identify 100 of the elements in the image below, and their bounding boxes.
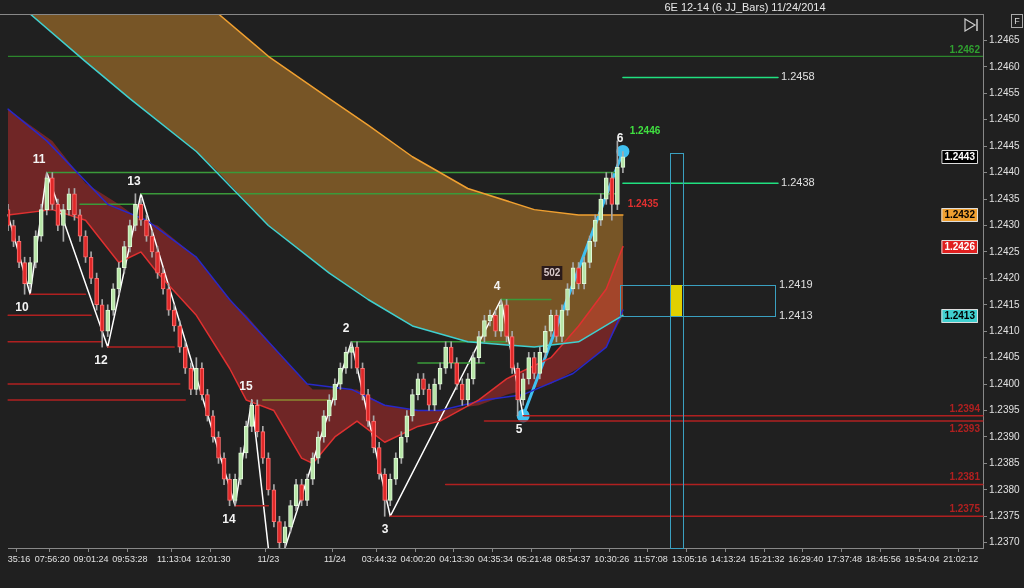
candlestick <box>349 341 354 369</box>
annotation: 13 <box>127 174 141 189</box>
candlestick <box>11 219 16 247</box>
data-label: 1.2381 <box>949 471 981 483</box>
y-tick-label: 1.2390 <box>989 430 1021 442</box>
x-tick-label: 09:01:24 <box>73 553 109 564</box>
candlestick <box>94 272 99 311</box>
y-tick-label: 1.2385 <box>989 457 1021 469</box>
candlestick <box>61 204 66 242</box>
candlestick <box>216 431 221 464</box>
y-tick-label: 1.2370 <box>989 536 1021 548</box>
data-label: 1.2458 <box>781 70 815 83</box>
x-tick-label: 04:35:34 <box>477 553 514 564</box>
candlestick <box>443 341 448 374</box>
candlestick <box>155 246 160 279</box>
x-tick-label: 21:02:12 <box>943 553 979 564</box>
candlestick <box>493 309 498 337</box>
candlestick <box>515 362 520 417</box>
x-tick-label: 18:45:56 <box>865 553 901 564</box>
x-tick-label: 04:00:20 <box>400 553 436 564</box>
y-tick-label: 1.2380 <box>989 483 1021 495</box>
candlestick <box>576 262 581 290</box>
y-tick-label: 1.2435 <box>989 192 1021 204</box>
candlestick <box>122 241 127 274</box>
annotation: 1.2419 <box>779 278 813 291</box>
candlestick <box>227 473 232 507</box>
annotation: 5 <box>515 422 523 437</box>
candlestick <box>398 431 404 464</box>
x-tick-label: 11/24 <box>323 553 346 564</box>
annotation: 1.2426 <box>944 240 976 252</box>
y-tick-label: 1.2420 <box>989 272 1021 284</box>
x-tick-label: 16:29:40 <box>788 553 824 564</box>
x-tick-label: 11:13:04 <box>157 553 192 564</box>
y-tick-label: 1.2440 <box>989 166 1021 178</box>
annotation: 3 <box>381 522 389 537</box>
candlestick <box>482 315 487 343</box>
annotation: 1.2446 <box>629 124 661 136</box>
candlestick <box>371 415 376 454</box>
candlestick <box>504 299 509 343</box>
x-tick-label: 08:54:37 <box>555 553 591 564</box>
annotation: 1.2413 <box>779 309 813 322</box>
x-tick-label: 12:01:30 <box>195 553 231 564</box>
candlestick <box>166 283 171 316</box>
annotation: 14 <box>222 512 236 527</box>
x-tick-label: 10:30:26 <box>594 553 630 564</box>
annotation: 1.2443 <box>944 150 976 162</box>
candlestick <box>471 352 476 385</box>
candlestick <box>299 478 304 507</box>
x-tick-label: 15:21:32 <box>749 553 785 564</box>
annotation: 6 <box>616 131 624 146</box>
y-tick-label: 1.2395 <box>989 404 1021 416</box>
x-tick-label: 07:56:20 <box>34 553 70 564</box>
annotation: 10 <box>15 300 29 315</box>
x-tick-label: 09:53:28 <box>112 553 148 564</box>
y-tick-label: 1.2460 <box>989 60 1021 72</box>
candlestick <box>205 389 210 422</box>
data-label: 1.2393 <box>949 422 981 434</box>
y-tick-label: 1.2400 <box>989 377 1021 389</box>
x-tick-label: 13:05:16 <box>671 553 707 564</box>
y-tick-label: 1.2450 <box>989 113 1021 125</box>
ref-line-label: 1.2462 <box>949 44 981 56</box>
candlestick <box>432 378 437 411</box>
candlestick <box>326 394 332 422</box>
y-tick-label: 1.2425 <box>989 245 1021 257</box>
data-label: 1.2375 <box>949 503 981 515</box>
candlestick <box>360 362 365 401</box>
candlestick <box>238 447 243 485</box>
y-tick-label: 1.2455 <box>989 87 1021 99</box>
x-tick-label: 11/23 <box>257 553 280 564</box>
candlestick <box>266 452 271 496</box>
candlestick <box>543 325 548 358</box>
candlestick <box>410 389 415 422</box>
candlestick <box>310 452 316 485</box>
candlestick <box>83 230 88 263</box>
annotation: 4 <box>493 279 501 294</box>
y-tick-label: 1.2410 <box>989 324 1021 336</box>
candlestick <box>554 309 559 343</box>
candlestick <box>133 193 138 232</box>
candlestick <box>565 283 570 316</box>
x-tick-label: 17:37:48 <box>826 553 863 564</box>
candlestick <box>194 357 199 395</box>
data-label: 1.2438 <box>781 176 815 189</box>
x-tick-label: 04:13:30 <box>439 553 475 564</box>
annotation: 1.2413 <box>944 309 976 321</box>
candlestick <box>288 500 293 533</box>
y-tick-label: 1.2465 <box>989 34 1021 46</box>
candlestick <box>22 256 27 295</box>
y-tick-label: 1.2430 <box>989 219 1021 231</box>
candlestick <box>615 140 620 210</box>
data-label: 1.2394 <box>949 402 981 414</box>
x-tick-label: 11:57:08 <box>633 553 668 564</box>
text: F <box>1011 14 1023 28</box>
candlestick <box>338 362 343 390</box>
y-tick-label: 1.2405 <box>989 351 1021 363</box>
annotation: 1.2432 <box>944 208 976 220</box>
x-tick-label: 03:44:32 <box>361 553 397 564</box>
y-tick-label: 1.2445 <box>989 139 1021 151</box>
candlestick <box>277 515 282 548</box>
annotation: 1.2435 <box>627 197 659 209</box>
annotation: 12 <box>94 353 108 368</box>
